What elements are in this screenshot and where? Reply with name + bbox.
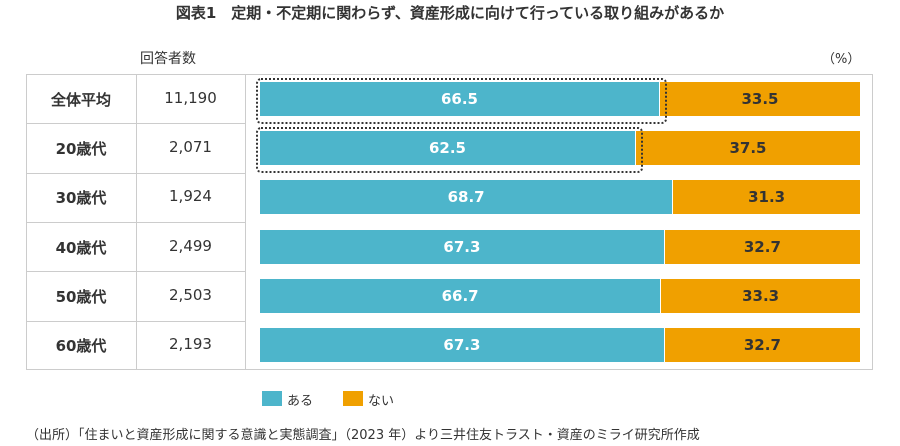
legend-swatch-aru bbox=[262, 391, 282, 406]
row-label: 全体平均 bbox=[50, 90, 111, 109]
chart-title: 図表1 定期・不定期に関わらず、資産形成に向けて行っている取り組みがあるか bbox=[175, 4, 725, 22]
bar-aru: 66.5 bbox=[260, 81, 659, 116]
legend-label-nai: ない bbox=[368, 394, 395, 409]
data-label: 32.7 bbox=[743, 336, 781, 355]
column-divider bbox=[245, 74, 246, 370]
bar-nai: 33.3 bbox=[660, 278, 860, 313]
bar-aru: 67.3 bbox=[260, 328, 664, 363]
data-label: 66.5 bbox=[440, 89, 478, 108]
respondent-count: 2,193 bbox=[169, 335, 212, 354]
row-label: 50歳代 bbox=[55, 287, 107, 306]
respondent-count: 2,503 bbox=[169, 285, 212, 304]
row-divider bbox=[26, 320, 245, 322]
respondent-count: 2,071 bbox=[169, 137, 212, 156]
row-divider bbox=[26, 221, 245, 223]
row-label: 30歳代 bbox=[55, 189, 107, 208]
row-label: 20歳代 bbox=[55, 139, 107, 158]
count-header: 回答者数 bbox=[140, 51, 196, 67]
respondent-count: 2,499 bbox=[169, 236, 212, 255]
row-divider bbox=[26, 271, 245, 273]
bar-nai: 32.7 bbox=[663, 328, 860, 363]
highlight-outline bbox=[256, 77, 667, 124]
bar-aru: 62.5 bbox=[260, 130, 635, 165]
legend-label-aru: ある bbox=[287, 394, 314, 409]
row-divider bbox=[26, 172, 245, 174]
row-label: 40歳代 bbox=[55, 238, 107, 257]
bar-nai: 37.5 bbox=[635, 130, 860, 165]
data-label: 37.5 bbox=[729, 138, 767, 157]
bar-nai: 32.7 bbox=[663, 229, 860, 264]
highlight-outline bbox=[256, 126, 643, 173]
source-note: （出所）「住まいと資産形成に関する意識と実態調査」（2023 年）より三井住友ト… bbox=[26, 428, 700, 443]
bar-aru: 67.3 bbox=[260, 229, 664, 264]
data-label: 68.7 bbox=[447, 188, 485, 207]
data-label: 67.3 bbox=[443, 336, 481, 355]
legend-swatch-nai bbox=[343, 391, 363, 406]
row-label: 60歳代 bbox=[55, 337, 107, 356]
data-label: 62.5 bbox=[428, 138, 466, 157]
unit-label: （%） bbox=[822, 52, 861, 67]
data-label: 33.5 bbox=[741, 89, 779, 108]
bar-nai: 33.5 bbox=[659, 81, 860, 116]
bar-aru: 68.7 bbox=[260, 180, 673, 215]
respondent-count: 11,190 bbox=[164, 88, 217, 107]
bar-nai: 31.3 bbox=[672, 180, 860, 215]
data-label: 31.3 bbox=[748, 188, 786, 207]
bar-aru: 66.7 bbox=[260, 278, 661, 313]
data-label: 67.3 bbox=[443, 237, 481, 256]
data-label: 32.7 bbox=[743, 237, 781, 256]
data-label: 33.3 bbox=[742, 286, 780, 305]
row-divider bbox=[26, 123, 245, 125]
data-label: 66.7 bbox=[441, 286, 479, 305]
respondent-count: 1,924 bbox=[169, 187, 212, 206]
